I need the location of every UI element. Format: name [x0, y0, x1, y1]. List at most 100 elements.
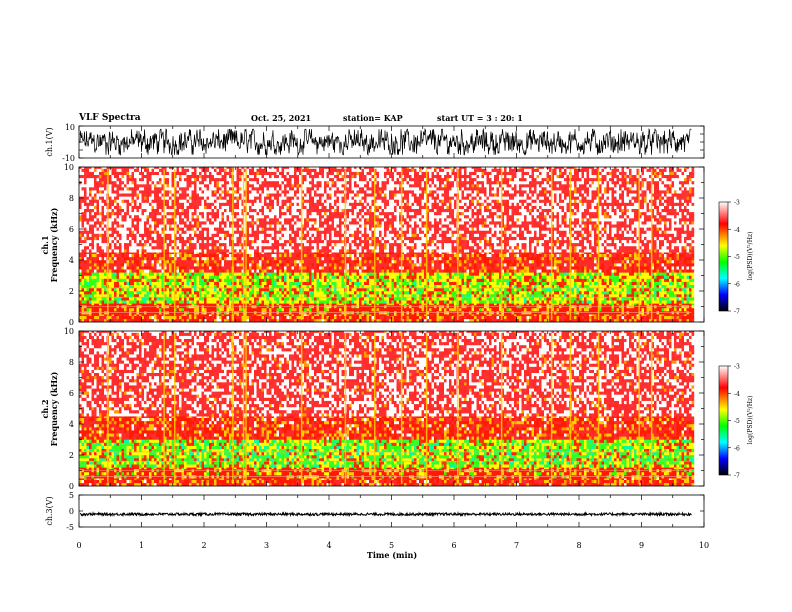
- ch1-spectrogram-cell: [109, 275, 112, 279]
- ch1-spectrogram-cell: [459, 287, 462, 292]
- ch1-spectrogram-cell: [129, 266, 132, 270]
- ch1-spectrogram-cell: [139, 266, 142, 270]
- ch1-spectrogram-cell: [659, 287, 662, 292]
- ch1-spectrogram-cell: [319, 281, 322, 285]
- ch1-spectrogram-cell: [536, 287, 540, 292]
- ch1-spectrogram-cell: [451, 300, 455, 304]
- ch1-spectrogram-cell: [551, 263, 555, 267]
- ch1-spectrogram-cell: [299, 300, 302, 304]
- ch1-spectrogram-cell: [291, 263, 295, 267]
- ch1-spectrogram-cell: [679, 284, 682, 289]
- ch1-spectrogram-cell: [396, 308, 400, 312]
- ch1-spectrogram-cell: [499, 287, 502, 292]
- ch1-spectrogram-cell: [356, 300, 360, 304]
- ch1-spectrogram-cell: [139, 297, 142, 301]
- ch1-spectrogram-cell: [664, 266, 667, 270]
- ch1-spectrogram-cell: [614, 281, 617, 285]
- ch1-spectrogram-cell: [131, 318, 135, 323]
- ch1-spectrogram-cell: [334, 266, 337, 270]
- ch1-spectrogram-cell: [644, 266, 647, 270]
- ch1-spectrogram-cell: [259, 300, 262, 304]
- ch1-spectrogram-cell: [116, 303, 120, 306]
- ch1-spectrogram-cell: [289, 297, 292, 301]
- ch1-spectrogram-cell: [199, 281, 202, 285]
- ch1-spectrogram-cell: [546, 281, 550, 285]
- ch1-spectrogram-cell: [486, 315, 490, 320]
- ch1-spectrogram-cell: [406, 272, 410, 276]
- ch1-spectrogram-cell: [341, 263, 345, 267]
- ch1-spectrogram-cell: [184, 294, 187, 298]
- ch1-spectrogram-cell: [191, 294, 195, 298]
- ch1-spectrogram-cell: [356, 315, 360, 320]
- ch1-spectrogram-cell: [146, 297, 150, 301]
- ch1-spectrogram-cell: [439, 278, 442, 282]
- ch1-spectrogram-cell: [531, 272, 535, 276]
- ch1-spectrogram-cell: [541, 272, 545, 276]
- ch1-spectrogram-cell: [674, 297, 677, 301]
- ch1-spectrogram-cell: [371, 272, 375, 276]
- ch1-spectrogram-cell: [149, 315, 152, 320]
- ch1-spectrogram-cell: [261, 303, 265, 306]
- ch1-spectrogram-cell: [351, 281, 355, 285]
- ch1-spectrogram-cell: [681, 297, 685, 301]
- ch1-spectrogram-cell: [269, 297, 272, 301]
- ch1-spectrogram-cell: [276, 278, 280, 282]
- ch1-spectrogram-cell: [669, 287, 672, 292]
- ch1-spectrogram-cell: [564, 315, 567, 320]
- ch1-spectrogram-cell: [554, 269, 557, 273]
- ch1-spectrogram-cell: [334, 294, 337, 298]
- ch1-spectrogram-cell: [451, 318, 455, 323]
- ch1-spectrogram-cell: [594, 308, 597, 312]
- ch1-spectrogram-cell: [441, 281, 445, 285]
- ch1-spectrogram-cell: [446, 275, 450, 279]
- ch1-spectrogram-cell: [91, 269, 95, 273]
- ch1-spectrogram-cell: [641, 269, 645, 273]
- ch1-spectrogram-cell: [361, 278, 365, 282]
- ch1-spectrogram-cell: [676, 281, 680, 285]
- ch1-spectrogram-cell: [684, 308, 687, 312]
- ch1-spectrogram-cell: [369, 275, 372, 279]
- ch1-spectrogram-cell: [459, 315, 462, 320]
- ch1-spectrogram-cell: [544, 303, 547, 306]
- ch1-spectrogram-cell: [544, 269, 547, 273]
- ch1-spectrogram-cell: [401, 314, 405, 316]
- ch1-spectrogram-cell: [201, 303, 205, 306]
- ch1-spectrogram-cell: [239, 263, 242, 267]
- ch1-spectrogram-cell: [546, 300, 550, 304]
- ch1-spectrogram-cell: [691, 278, 695, 282]
- ch1-spectrogram-cell: [439, 300, 442, 304]
- ch1-spectrogram-cell: [434, 297, 437, 301]
- ch1-spectrogram-cell: [506, 291, 510, 295]
- ch1-spectrogram-cell: [94, 284, 97, 289]
- ch1-spectrogram-cell: [524, 315, 527, 320]
- ch1-spectrogram-cell: [409, 300, 412, 304]
- ch1-spectrogram-cell: [464, 263, 467, 267]
- ch1-spectrogram-cell: [316, 284, 320, 289]
- ch1-spectrogram-cell: [459, 284, 462, 289]
- ch1-spectrogram-cell: [509, 269, 512, 273]
- ch1-spectrogram-cell: [144, 318, 147, 323]
- ch1-spectrogram-cell: [239, 287, 242, 292]
- ch1-spectrogram-cell: [126, 263, 130, 267]
- ch1-spectrogram-cell: [419, 318, 422, 323]
- ch1-spectrogram-cell: [369, 318, 372, 323]
- ch1-spectrogram-cell: [619, 318, 622, 323]
- ch1-spectrogram-cell: [404, 294, 407, 298]
- ch1-spectrogram-cell: [186, 287, 190, 292]
- ch1-spectrogram-cell: [289, 318, 292, 323]
- ch1-spectrogram-cell: [194, 314, 197, 316]
- ch1-spectrogram-cell: [229, 318, 232, 323]
- ch1-spectrogram-cell: [259, 281, 262, 285]
- ch1-spectrogram-cell: [126, 281, 130, 285]
- ch1-spectrogram-cell: [684, 281, 687, 285]
- ch1-spectrogram-cell: [366, 297, 370, 301]
- ch1-spectrogram-cell: [279, 318, 282, 323]
- ch1-spectrogram-cell: [566, 284, 570, 289]
- ch1-spectrogram-cell: [181, 278, 185, 282]
- ch1-spectrogram-cell: [251, 272, 255, 276]
- ch1-spectrogram-cell: [184, 272, 187, 276]
- ch1-spectrogram-cell: [179, 287, 182, 292]
- ch1-spectrogram-cell: [141, 303, 145, 306]
- ch1-spectrogram-cell: [184, 269, 187, 273]
- ch1-spectrogram-cell: [261, 284, 265, 289]
